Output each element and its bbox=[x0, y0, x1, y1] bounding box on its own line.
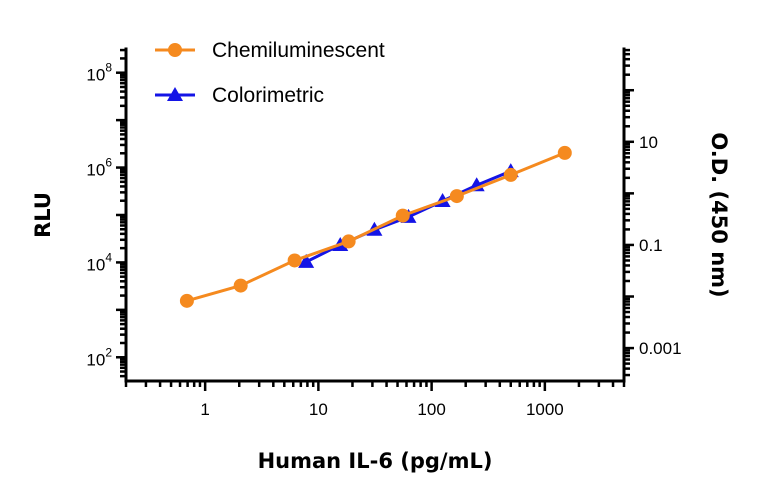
x-tick-label: 1000 bbox=[526, 400, 564, 419]
series-chemiluminescent bbox=[179, 145, 572, 308]
y-tick-base: 10 bbox=[86, 255, 105, 274]
y-tick-exponent: 8 bbox=[105, 61, 112, 75]
y-tick-label: 108 bbox=[86, 61, 112, 85]
y2-tick-label: 0.001 bbox=[639, 339, 682, 358]
y2-tick-label: 10 bbox=[639, 133, 658, 152]
circle-data-point bbox=[503, 167, 518, 182]
y-tick-exponent: 2 bbox=[105, 345, 112, 359]
legend-triangle-icon bbox=[167, 87, 183, 101]
y-tick-exponent: 6 bbox=[105, 156, 112, 170]
y-tick-base: 10 bbox=[86, 161, 105, 180]
x-tick-label: 10 bbox=[309, 400, 328, 419]
circle-data-point bbox=[179, 293, 194, 308]
y-tick-base: 10 bbox=[86, 350, 105, 369]
y-axis-title: RLU bbox=[31, 192, 55, 238]
x-tick-label: 1 bbox=[200, 400, 209, 419]
x-axis-title: Human IL-6 (pg/mL) bbox=[258, 449, 493, 473]
circle-data-point bbox=[287, 253, 302, 268]
y2-tick-label: 0.1 bbox=[639, 236, 663, 255]
triangle-data-point bbox=[298, 253, 315, 268]
circle-data-point bbox=[395, 208, 410, 223]
y-tick-label: 106 bbox=[86, 156, 112, 180]
y-tick-exponent: 4 bbox=[105, 250, 112, 264]
legend-item: Chemiluminescent bbox=[155, 39, 385, 62]
circle-data-point bbox=[233, 278, 248, 293]
y-tick-base: 10 bbox=[86, 66, 105, 85]
circle-data-point bbox=[449, 189, 464, 204]
x-tick-label: 100 bbox=[417, 400, 445, 419]
legend: Chemiluminescent Colorimetric bbox=[155, 39, 385, 107]
legend-circle-icon bbox=[168, 43, 182, 57]
y-tick-label: 104 bbox=[86, 250, 112, 274]
y-tick-label: 102 bbox=[86, 345, 112, 369]
circle-data-point bbox=[341, 234, 356, 249]
legend-item: Colorimetric bbox=[155, 84, 324, 107]
y2-axis-title: O.D. (450 nm) bbox=[707, 132, 731, 297]
series-layer bbox=[179, 145, 572, 308]
legend-label: Colorimetric bbox=[212, 84, 324, 107]
series-line-chemiluminescent bbox=[186, 151, 566, 303]
circle-data-point bbox=[557, 145, 572, 160]
legend-label: Chemiluminescent bbox=[212, 39, 385, 62]
